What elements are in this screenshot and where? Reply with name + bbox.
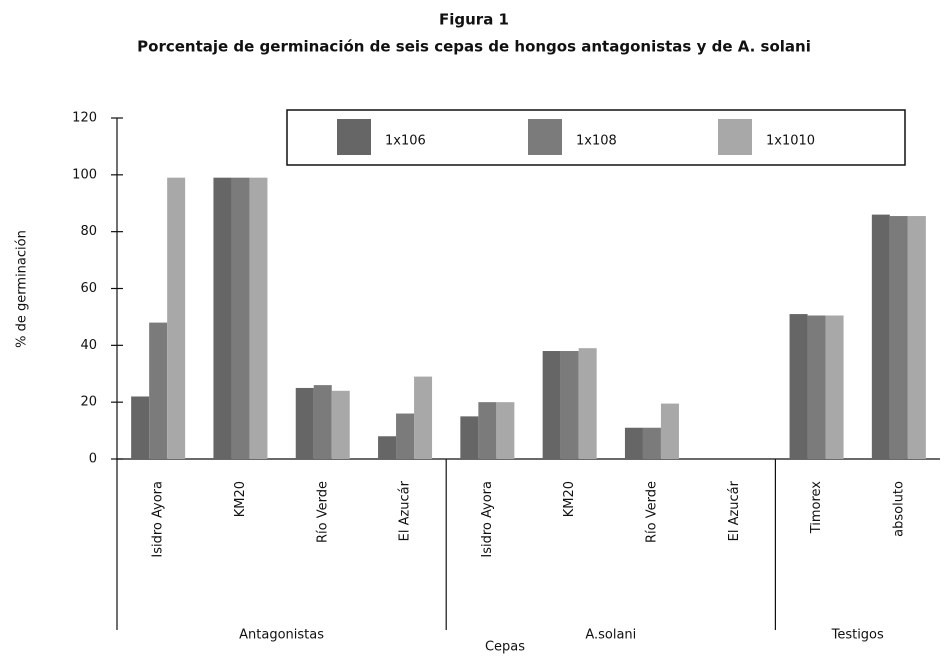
group-label: A.solani [585, 628, 636, 643]
bar [231, 177, 250, 460]
y-tick-label: 40 [80, 338, 97, 353]
bar [578, 348, 597, 459]
bar [624, 427, 643, 459]
legend-swatch [337, 119, 371, 155]
bar [496, 402, 515, 459]
bar [807, 315, 826, 459]
bar [149, 322, 168, 459]
y-tick-label: 80 [80, 224, 97, 239]
chart-title: Figura 1 [439, 11, 509, 29]
legend-label: 1x108 [576, 134, 617, 149]
bar [460, 416, 479, 459]
bar [131, 396, 150, 459]
x-tick-label: KM20 [233, 481, 248, 517]
group-label: Testigos [831, 628, 884, 643]
bar [331, 390, 350, 459]
bar [789, 314, 808, 459]
chart-subtitle: Porcentaje de germinación de seis cepas … [137, 38, 811, 56]
bar [907, 216, 926, 459]
x-tick-label: Timorex [809, 481, 824, 535]
bar [167, 177, 186, 460]
bar [378, 436, 397, 459]
x-tick-label: Río Verde [644, 481, 659, 543]
y-tick-label: 20 [80, 395, 97, 410]
bar [642, 427, 661, 459]
legend-box [286, 109, 906, 166]
bar [825, 315, 844, 459]
x-axis-label: Cepas [485, 640, 525, 655]
bar [295, 387, 314, 459]
bar [478, 402, 497, 459]
x-tick-label: absoluto [891, 481, 906, 537]
y-tick-label: 0 [89, 452, 97, 467]
legend-swatch [718, 119, 752, 155]
bar [414, 376, 433, 459]
y-tick-label: 100 [72, 167, 97, 182]
legend-label: 1x106 [385, 134, 426, 149]
x-tick-label: Isidro Ayora [480, 481, 495, 558]
bar [313, 385, 332, 459]
y-tick-label: 60 [80, 281, 97, 296]
bar [542, 351, 561, 459]
group-label: Antagonistas [239, 628, 324, 643]
bar [213, 177, 232, 460]
x-tick-label: Isidro Ayora [151, 481, 166, 558]
bar [560, 351, 579, 459]
y-axis-label: % de germinación [15, 230, 30, 348]
y-tick-label: 120 [72, 111, 97, 126]
x-tick-label: KM20 [562, 481, 577, 517]
bar [660, 403, 679, 459]
x-tick-label: El Azucár [727, 480, 742, 541]
bar [396, 413, 415, 459]
legend-swatch [528, 119, 562, 155]
bar [249, 177, 268, 460]
x-tick-label: Río Verde [315, 481, 330, 543]
bar [871, 214, 890, 459]
legend-label: 1x1010 [766, 134, 815, 149]
bar [889, 216, 908, 459]
x-tick-label: El Azucár [398, 480, 413, 541]
